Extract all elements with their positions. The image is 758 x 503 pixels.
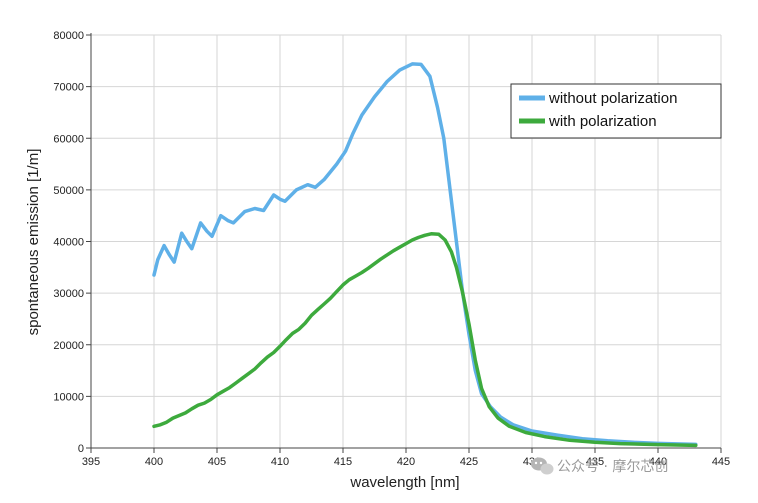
x-tick-label: 405 xyxy=(208,456,226,468)
legend-label-with-polarization: with polarization xyxy=(548,113,657,130)
x-tick-label: 425 xyxy=(460,456,478,468)
y-tick-label: 40000 xyxy=(53,237,84,249)
legend-label-without-polarization: without polarization xyxy=(548,90,677,107)
axes: 3954004054104154204254304354404450100002… xyxy=(53,30,730,468)
x-tick-label: 445 xyxy=(712,456,730,468)
x-tick-label: 400 xyxy=(145,456,163,468)
y-tick-label: 20000 xyxy=(53,340,84,352)
y-tick-label: 0 xyxy=(78,443,84,455)
y-tick-label: 70000 xyxy=(53,82,84,94)
y-axis-title: spontaneous emission [1/m] xyxy=(25,149,42,336)
y-tick-label: 30000 xyxy=(53,288,84,300)
legend: without polarization with polarization xyxy=(510,83,722,139)
watermark-text: 公众号 · 摩尔芯创 xyxy=(557,458,668,475)
x-tick-label: 410 xyxy=(271,456,289,468)
y-tick-label: 60000 xyxy=(53,133,84,145)
wechat-bubbles-icon xyxy=(531,457,554,475)
x-tick-label: 420 xyxy=(397,456,415,468)
x-axis-title: wavelength [nm] xyxy=(349,474,459,491)
series-line-1 xyxy=(152,232,698,448)
y-tick-label: 50000 xyxy=(53,185,84,197)
x-tick-label: 415 xyxy=(334,456,352,468)
series-lines xyxy=(152,62,698,448)
watermark: 公众号 · 摩尔芯创 xyxy=(531,457,668,475)
y-tick-label: 80000 xyxy=(53,30,84,42)
legend-box xyxy=(510,83,722,139)
x-tick-label: 440 xyxy=(649,456,667,468)
y-tick-label: 10000 xyxy=(53,391,84,403)
series-line-0 xyxy=(152,62,698,447)
x-tick-label: 435 xyxy=(586,456,604,468)
x-tick-label: 395 xyxy=(82,456,100,468)
